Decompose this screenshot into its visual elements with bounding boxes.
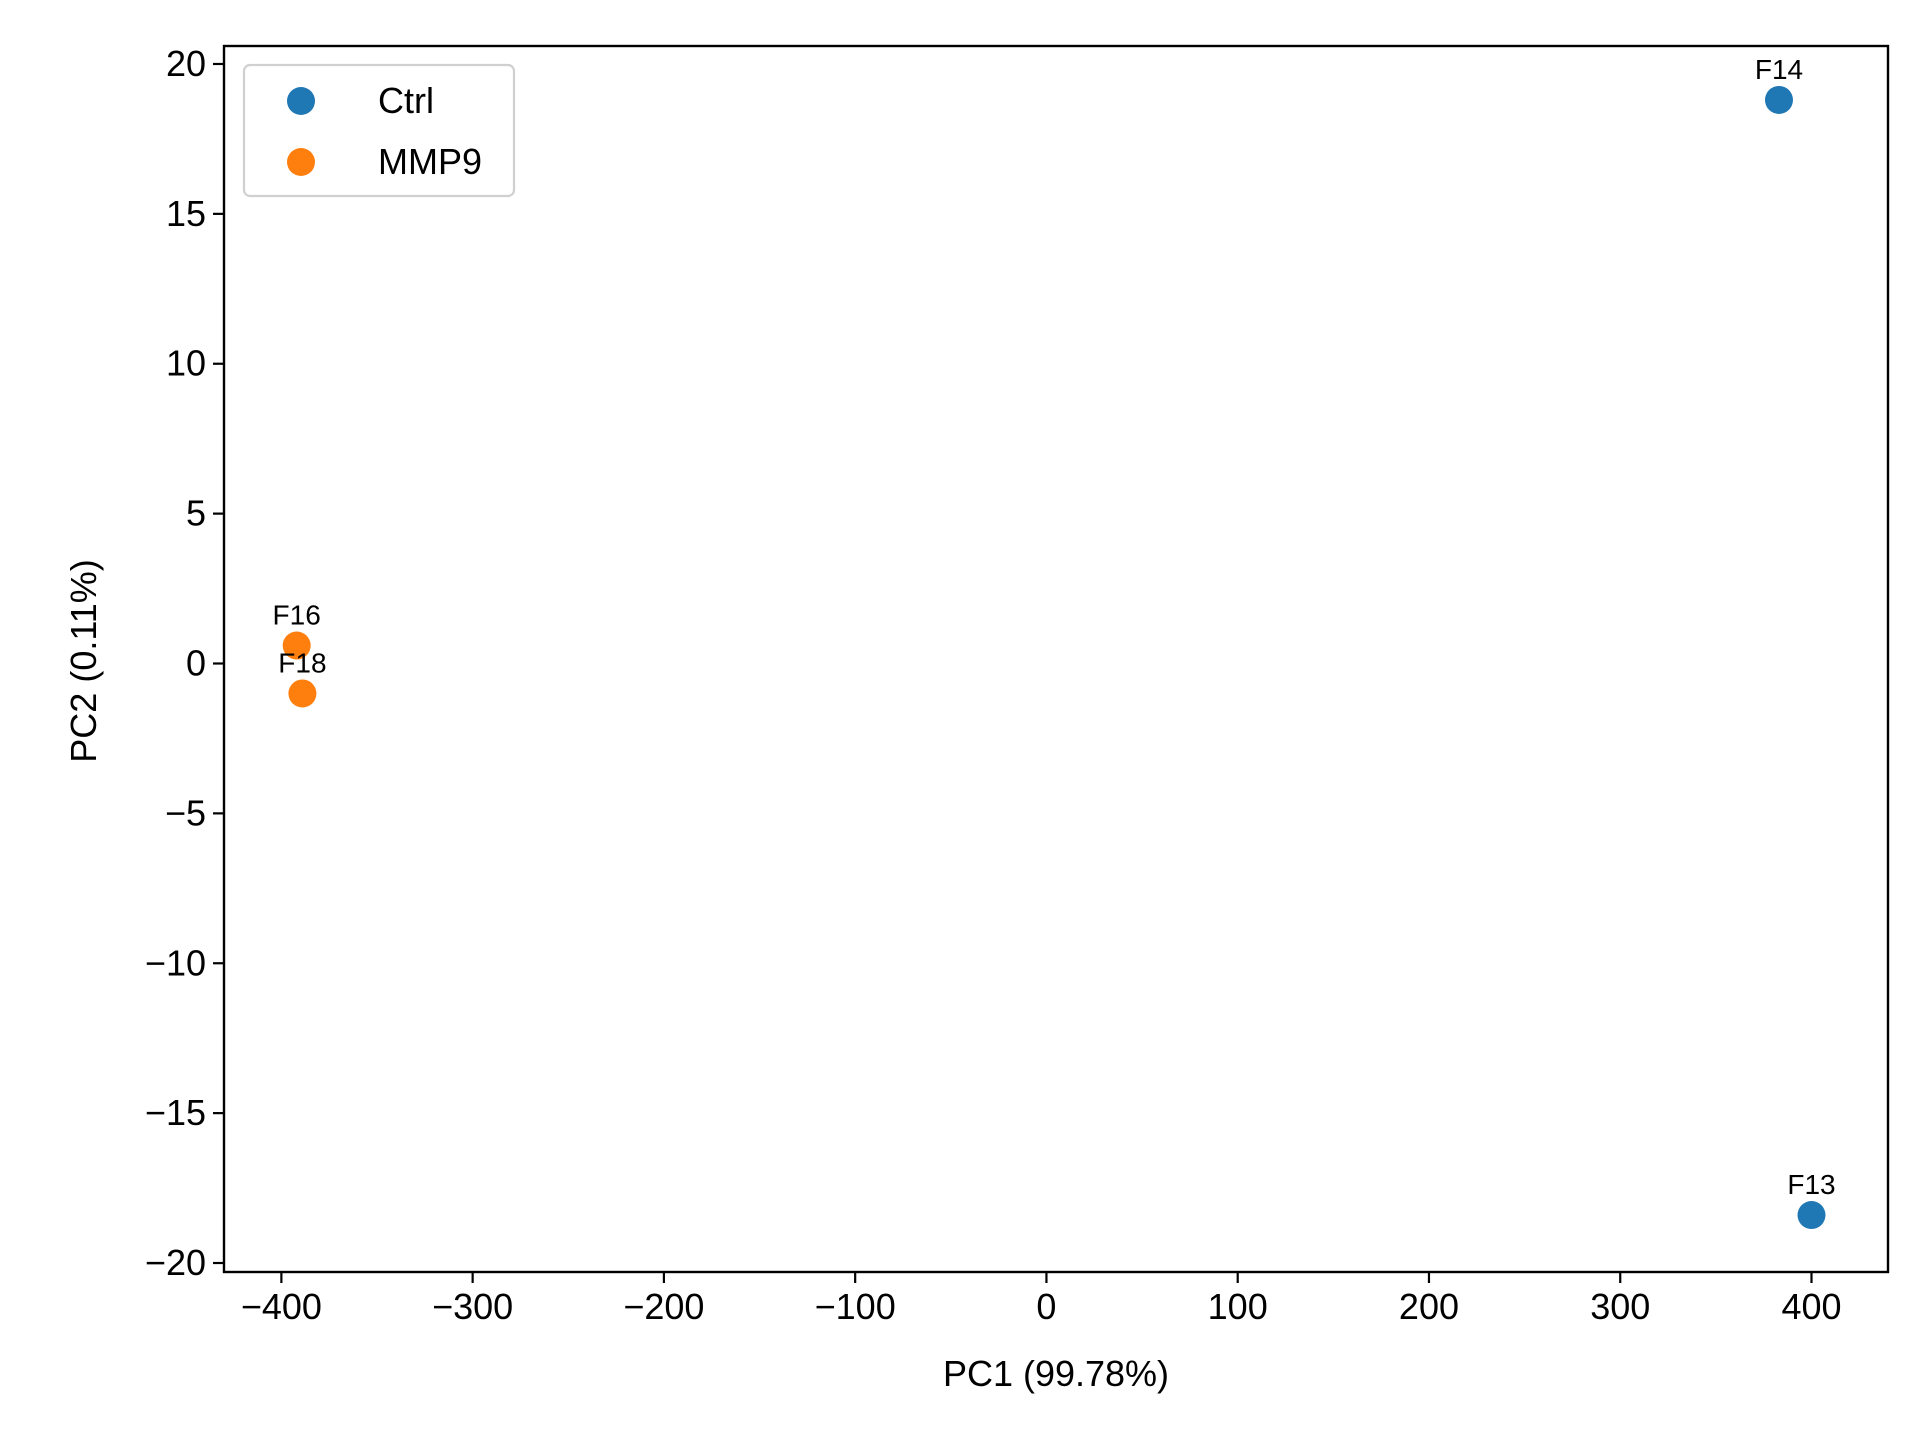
x-tick-label: 0 (1036, 1286, 1056, 1327)
x-tick-label: 400 (1781, 1286, 1841, 1327)
y-tick-label: −20 (145, 1242, 206, 1283)
legend-label-ctrl: Ctrl (378, 80, 434, 121)
x-tick-label: 200 (1399, 1286, 1459, 1327)
y-tick-label: 20 (166, 43, 206, 84)
point-f14 (1764, 85, 1793, 114)
x-tick-label: −400 (241, 1286, 322, 1327)
y-tick-label: −15 (145, 1092, 206, 1133)
point-label-f14: F14 (1755, 54, 1803, 85)
y-tick-label: 5 (186, 493, 206, 534)
legend-marker-mmp9 (287, 148, 315, 176)
legend-marker-ctrl (287, 87, 315, 115)
x-tick-label: 100 (1208, 1286, 1268, 1327)
x-axis: −400 −300 −200 −100 0 100 200 300 400 (241, 1272, 1842, 1327)
point-label-f13: F13 (1787, 1169, 1835, 1200)
plot-frame (222, 44, 1890, 1274)
y-tick-label: −5 (165, 792, 206, 833)
legend-label-mmp9: MMP9 (378, 141, 482, 182)
point-label-f18: F18 (278, 647, 326, 678)
point-f18 (288, 679, 317, 708)
point-f13 (1797, 1201, 1826, 1230)
y-tick-label: −10 (145, 942, 206, 983)
y-tick-label: 0 (186, 642, 206, 683)
point-f16 (282, 631, 311, 660)
x-tick-label: −200 (623, 1286, 704, 1327)
point-label-f16: F16 (273, 600, 321, 631)
x-tick-label: 300 (1590, 1286, 1650, 1327)
x-tick-label: −100 (815, 1286, 896, 1327)
x-tick-label: −300 (432, 1286, 513, 1327)
y-axis-title: PC2 (0.11%) (63, 559, 104, 762)
legend: Ctrl MMP9 (242, 63, 516, 198)
x-axis-title: PC1 (99.78%) (943, 1353, 1169, 1394)
y-tick-label: 15 (166, 193, 206, 234)
marks-layer: F14 F13 F16 F18 (273, 54, 1836, 1230)
y-tick-label: 10 (166, 343, 206, 384)
y-axis: 20 15 10 5 0 −5 −10 −15 −20 (145, 43, 224, 1283)
